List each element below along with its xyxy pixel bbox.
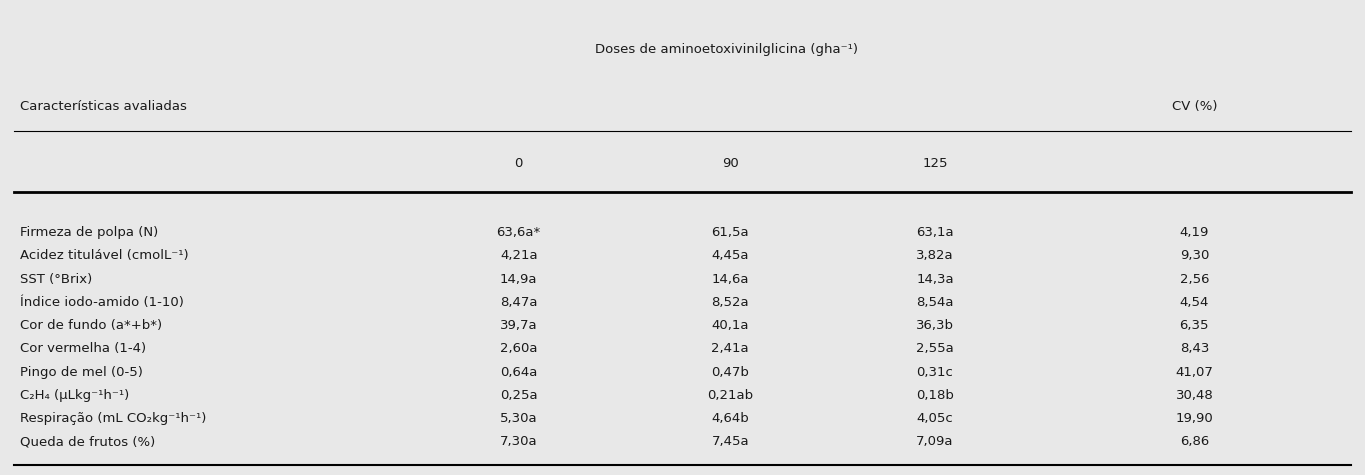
Text: 0,64a: 0,64a xyxy=(500,366,538,379)
Text: Cor vermelha (1-4): Cor vermelha (1-4) xyxy=(20,342,146,355)
Text: C₂H₄ (μLkg⁻¹h⁻¹): C₂H₄ (μLkg⁻¹h⁻¹) xyxy=(20,389,130,402)
Text: 90: 90 xyxy=(722,157,738,171)
Text: 8,43: 8,43 xyxy=(1179,342,1209,355)
Text: Acidez titulável (cmolL⁻¹): Acidez titulável (cmolL⁻¹) xyxy=(20,249,190,262)
Text: 4,19: 4,19 xyxy=(1179,226,1209,239)
Text: 0: 0 xyxy=(515,157,523,171)
Text: 2,56: 2,56 xyxy=(1179,273,1209,285)
Text: 2,55a: 2,55a xyxy=(916,342,954,355)
Text: Pingo de mel (0-5): Pingo de mel (0-5) xyxy=(20,366,143,379)
Text: 4,21a: 4,21a xyxy=(500,249,538,262)
Text: 0,47b: 0,47b xyxy=(711,366,749,379)
Text: 0,25a: 0,25a xyxy=(500,389,538,402)
Text: 39,7a: 39,7a xyxy=(500,319,538,332)
Text: 8,54a: 8,54a xyxy=(916,296,954,309)
Text: 40,1a: 40,1a xyxy=(711,319,749,332)
Text: 7,45a: 7,45a xyxy=(711,436,749,448)
Text: Respiração (mL CO₂kg⁻¹h⁻¹): Respiração (mL CO₂kg⁻¹h⁻¹) xyxy=(20,412,207,425)
Text: 2,41a: 2,41a xyxy=(711,342,749,355)
Text: 2,60a: 2,60a xyxy=(500,342,538,355)
Text: 0,31c: 0,31c xyxy=(916,366,954,379)
Text: 14,6a: 14,6a xyxy=(711,273,749,285)
Text: 9,30: 9,30 xyxy=(1179,249,1209,262)
Text: 0,21ab: 0,21ab xyxy=(707,389,753,402)
Text: 7,09a: 7,09a xyxy=(916,436,954,448)
Text: 4,54: 4,54 xyxy=(1179,296,1209,309)
Text: 7,30a: 7,30a xyxy=(500,436,538,448)
Text: 4,45a: 4,45a xyxy=(711,249,749,262)
Text: 6,35: 6,35 xyxy=(1179,319,1209,332)
Text: Doses de aminoetoxivinilglicina (gha⁻¹): Doses de aminoetoxivinilglicina (gha⁻¹) xyxy=(595,43,859,57)
Text: Cor de fundo (a*+b*): Cor de fundo (a*+b*) xyxy=(20,319,162,332)
Text: 14,9a: 14,9a xyxy=(500,273,538,285)
Text: 6,86: 6,86 xyxy=(1179,436,1209,448)
Text: Características avaliadas: Características avaliadas xyxy=(20,100,187,114)
Text: 36,3b: 36,3b xyxy=(916,319,954,332)
Text: 19,90: 19,90 xyxy=(1175,412,1213,425)
Text: 125: 125 xyxy=(923,157,947,171)
Text: 41,07: 41,07 xyxy=(1175,366,1213,379)
Text: 8,52a: 8,52a xyxy=(711,296,749,309)
Text: 4,64b: 4,64b xyxy=(711,412,749,425)
Text: 4,05c: 4,05c xyxy=(917,412,953,425)
Text: SST (°Brix): SST (°Brix) xyxy=(20,273,93,285)
Text: Queda de frutos (%): Queda de frutos (%) xyxy=(20,436,156,448)
Text: 14,3a: 14,3a xyxy=(916,273,954,285)
Text: 5,30a: 5,30a xyxy=(500,412,538,425)
Text: 61,5a: 61,5a xyxy=(711,226,749,239)
Text: 3,82a: 3,82a xyxy=(916,249,954,262)
Text: 63,6a*: 63,6a* xyxy=(497,226,541,239)
Text: 8,47a: 8,47a xyxy=(500,296,538,309)
Text: Índice iodo-amido (1-10): Índice iodo-amido (1-10) xyxy=(20,296,184,309)
Text: CV (%): CV (%) xyxy=(1171,100,1218,114)
Text: Firmeza de polpa (N): Firmeza de polpa (N) xyxy=(20,226,158,239)
Text: 63,1a: 63,1a xyxy=(916,226,954,239)
Text: 0,18b: 0,18b xyxy=(916,389,954,402)
Text: 30,48: 30,48 xyxy=(1175,389,1213,402)
